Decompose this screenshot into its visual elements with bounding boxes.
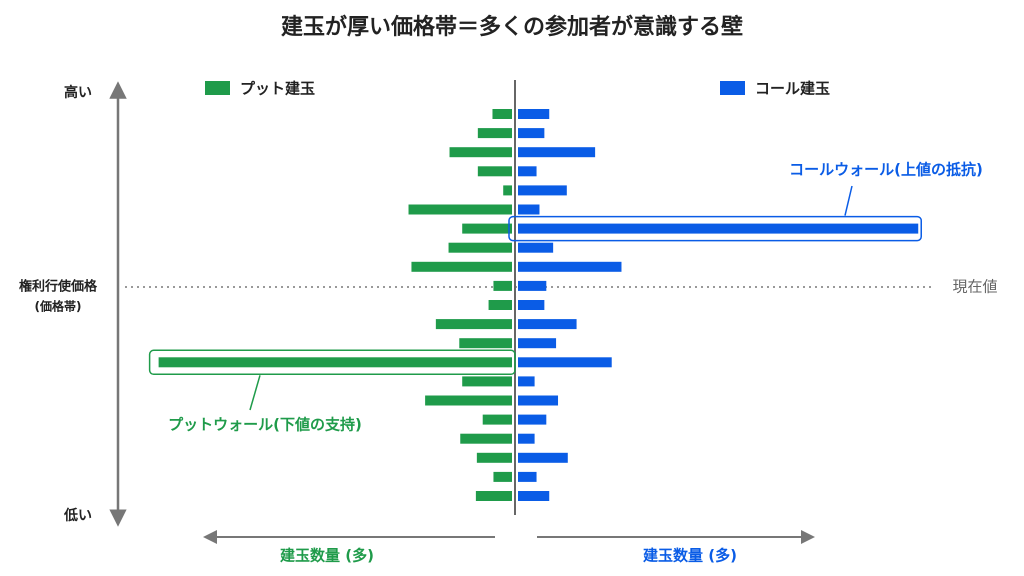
bar — [449, 147, 512, 158]
bar — [518, 300, 545, 310]
bar — [518, 147, 596, 158]
bar — [518, 319, 577, 330]
bar — [448, 242, 512, 253]
wall-highlight — [508, 215, 922, 242]
bar — [518, 242, 554, 253]
wall-highlight — [148, 349, 516, 376]
bar — [518, 166, 537, 177]
bar — [503, 185, 512, 196]
legend-label: コール建玉 — [755, 80, 830, 98]
y-axis-sublabel: (価格帯) — [35, 299, 82, 314]
annotation-leader — [249, 375, 261, 411]
bar — [518, 128, 545, 139]
annotation: プットウォール(下値の支持) — [168, 416, 362, 434]
bar — [518, 261, 622, 272]
x-axis-label: 建玉数量 (多) — [280, 547, 374, 565]
bar — [462, 223, 512, 234]
bar — [460, 433, 512, 444]
annotation-leader — [844, 185, 853, 216]
bar — [493, 471, 512, 482]
bar — [477, 128, 512, 139]
bar — [518, 471, 537, 482]
current-price-label: 現在値 — [952, 278, 997, 296]
bar — [518, 338, 557, 349]
bar — [475, 491, 512, 501]
bar — [518, 414, 547, 425]
chart-title: 建玉が厚い価格帯＝多くの参加者が意識する壁 — [281, 14, 743, 40]
bar — [477, 166, 512, 177]
bar — [518, 223, 919, 234]
bar — [518, 204, 540, 215]
bar — [518, 433, 535, 444]
y-axis-label: 権利行使価格 — [19, 279, 98, 295]
bar — [493, 280, 512, 291]
bar — [158, 357, 512, 368]
annotation: コールウォール(上値の抵抗) — [789, 161, 983, 179]
bar — [462, 376, 512, 387]
bar — [492, 109, 512, 119]
bar — [518, 357, 612, 368]
bar — [518, 376, 535, 387]
bar — [518, 395, 559, 406]
bar — [518, 452, 568, 463]
x-axis-label: 建玉数量 (多) — [643, 547, 737, 565]
bar — [435, 319, 512, 330]
bar — [518, 185, 567, 196]
bar — [411, 261, 512, 272]
legend-swatch — [720, 81, 745, 95]
bar — [518, 491, 550, 501]
bar — [518, 280, 547, 291]
bar — [518, 109, 550, 119]
y-axis-bottom: 低い — [63, 507, 92, 524]
bar — [459, 338, 512, 349]
y-axis-top: 高い — [64, 84, 92, 101]
bar — [482, 414, 512, 425]
bar — [488, 300, 512, 310]
bar — [476, 452, 512, 463]
bar — [425, 395, 512, 406]
legend-label: プット建玉 — [240, 80, 315, 98]
bar — [408, 204, 512, 215]
legend-swatch — [205, 81, 230, 95]
